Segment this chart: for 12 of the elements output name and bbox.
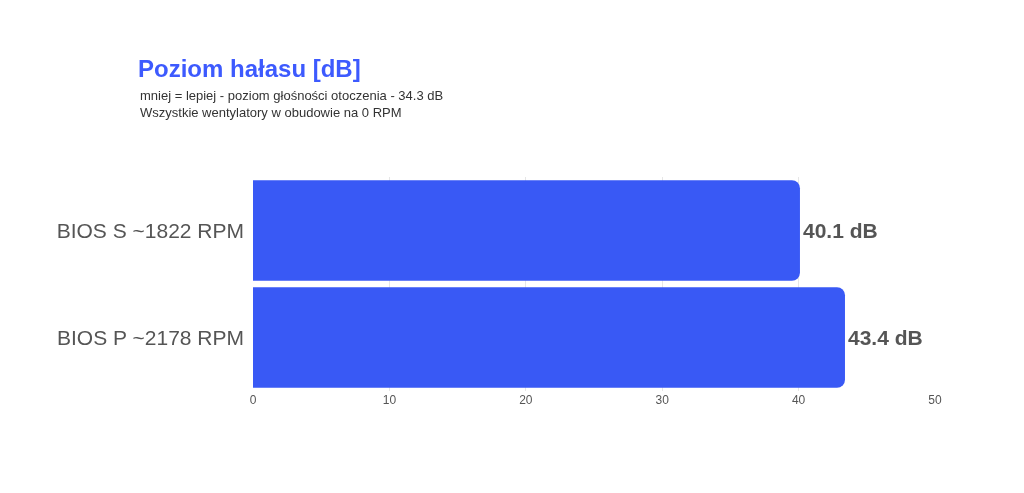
chart-title: Poziom hałasu [dB] [138,54,361,82]
y-tick-label: BIOS S ~1822 RPM [56,218,244,242]
x-tick-label: 20 [519,393,533,407]
y-tick-label: BIOS P ~2178 RPM [57,325,244,349]
data-label: 43.4 dB [847,326,923,349]
x-tick-label: 10 [382,393,397,407]
x-tick-label: 40 [791,393,806,407]
x-tick-label: 0 [249,393,257,407]
chart-subtitle: mniej = lepiej - poziom głośności otoczenia - 34.3 dB Wszystkie wentylatory w obudowie na 0 RPM [140,88,444,120]
data-label: 40.1 dB [802,219,878,242]
x-tick-label: 30 [655,393,670,407]
x-tick-label: 50 [928,393,942,407]
